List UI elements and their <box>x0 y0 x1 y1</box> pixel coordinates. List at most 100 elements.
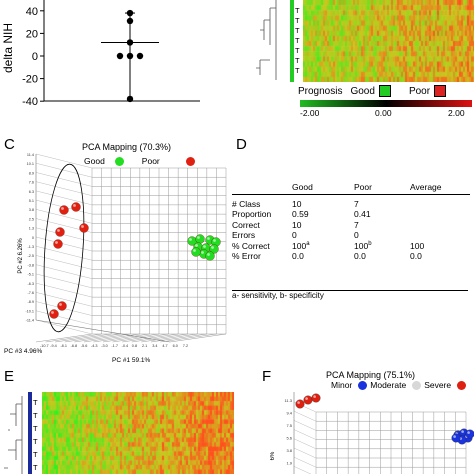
c-ytick-label: -10.1 <box>25 309 34 313</box>
panel-a-scatter: delta NIH 40 20 0 -20 -40 <box>1 0 200 108</box>
performance-table: Good Poor Average # Class 10 7 Proportion 0.… <box>232 180 470 262</box>
panel-b-class-bar <box>290 0 294 82</box>
legend-minor-label: Minor <box>331 380 353 390</box>
header-poor: Poor <box>354 181 372 192</box>
table-body: # Class 10 7 Proportion 0.59 0.41 Correct 10 7 Er… <box>232 199 470 262</box>
panel-b-heatmap <box>303 0 474 82</box>
table-cell: 100a <box>292 240 310 251</box>
panel-b-color-scale <box>300 100 472 107</box>
panel-e-class-bar <box>28 392 32 474</box>
good-point-highlight <box>189 238 192 241</box>
table-row: # Class 10 7 <box>232 199 470 210</box>
legend-minor-dot <box>457 380 467 390</box>
row-label: T <box>33 450 38 459</box>
row-label: T <box>33 411 38 420</box>
minor-point-highlight <box>313 395 316 398</box>
c-ytick-label: 5.1 <box>29 199 34 203</box>
row-label: T <box>33 424 38 433</box>
table-cell: Correct <box>232 219 260 230</box>
table-header-row: Good Poor Average <box>232 180 470 194</box>
side-grid-line <box>293 420 317 431</box>
moderate-point-highlight <box>467 431 470 434</box>
row-label: T <box>33 463 38 472</box>
good-point <box>205 251 215 261</box>
side-grid-line <box>35 227 93 243</box>
poor-point <box>53 239 63 249</box>
moderate-point <box>465 429 474 439</box>
side-grid-line <box>35 264 93 279</box>
legend-severe-dot <box>412 380 422 390</box>
good-point-highlight <box>203 245 206 248</box>
row-label: T <box>295 26 300 35</box>
floor-grid-line <box>160 333 217 343</box>
c-ytick-label: -2.5 <box>27 254 34 258</box>
panel-b-dendrogram <box>256 0 277 80</box>
c-xtick-label: -6.8 <box>71 344 78 348</box>
c-ytick-label: -7.6 <box>27 291 34 295</box>
legend-moderate-dot <box>358 380 368 390</box>
table-cell: Proportion <box>232 209 272 220</box>
legend-moderate-label: Moderate <box>370 380 407 390</box>
floor-grid-line <box>122 333 179 343</box>
c-ytick-label: 3.8 <box>29 208 34 212</box>
side-grid-line <box>35 209 93 224</box>
moderate-point-highlight <box>453 435 456 438</box>
poor-point-highlight <box>73 204 76 207</box>
floor-grid-line <box>35 333 93 343</box>
c-xtick-label: 6.0 <box>173 344 178 348</box>
row-label: T <box>295 66 300 75</box>
table-cell: 0.0 <box>354 251 366 262</box>
good-point-highlight <box>211 246 214 249</box>
row-label: T <box>295 6 300 15</box>
table-cell: # Class <box>232 198 261 209</box>
panel-e-dendrogram <box>4 396 23 474</box>
side-grid-line <box>35 181 93 196</box>
side-grid-line <box>293 410 317 422</box>
c-ytick-label: 10.1 <box>27 162 34 166</box>
panel-b-legend: Prognosis Good Poor <box>298 84 474 98</box>
row-label: T <box>33 398 38 407</box>
c-ytick-label: 8.9 <box>29 171 34 175</box>
c-ytick-label: 0 <box>32 236 34 240</box>
panel-a-points <box>101 9 159 103</box>
good-swatch <box>378 85 391 97</box>
panel-a-ytick-label: 0 <box>32 51 38 63</box>
floor-grid-line <box>169 333 227 343</box>
moderate-point-highlight <box>461 430 464 433</box>
row-label: T <box>295 36 300 45</box>
table-cell: 7 <box>354 198 359 209</box>
table-row: Correct 10 7 <box>232 220 470 231</box>
legend-poor-label: Poor <box>141 156 160 166</box>
side-grid-line <box>35 153 93 169</box>
table-cell: % Correct <box>232 240 270 251</box>
panel-f-ylabel: 6% <box>270 451 276 460</box>
table-rule <box>232 290 468 291</box>
side-grid-line <box>293 456 317 468</box>
good-point-highlight <box>201 251 204 254</box>
f-ytick-label: 5.6 <box>286 436 292 441</box>
poor-point-highlight <box>61 207 64 210</box>
side-grid-line <box>35 172 93 187</box>
poor-label: Poor <box>408 85 431 97</box>
row-label: T <box>295 56 300 65</box>
header-cell-empty <box>232 180 292 194</box>
panel-c-ticks: 11.4 10.1 8.9 7.6 6.3 5.1 3.8 2.5 1.3 0 -1.3 -2.5 -3… <box>25 153 188 348</box>
table-row: % Error 0.0 0.0 0.0 <box>232 251 470 262</box>
floor-grid-line <box>64 333 121 343</box>
good-point <box>191 247 201 257</box>
f-ytick-label: 11.3 <box>285 398 293 403</box>
c-xtick-label: -10.7 <box>40 344 49 348</box>
table-cell <box>410 220 470 231</box>
panel-f-pca-plot: 11.3 9.4 7.5 5.6 3.8 1.9 6% <box>270 392 474 474</box>
poor-point-highlight <box>57 229 60 232</box>
f-ytick-label: 1.9 <box>286 461 292 466</box>
panel-a-point <box>116 52 124 60</box>
table-cell: 0.0 <box>292 251 304 262</box>
good-label: Good <box>350 85 375 97</box>
panel-f-ticks: 11.3 9.4 7.5 5.6 3.8 1.9 <box>285 398 293 466</box>
panel-e-heatmap <box>42 392 234 474</box>
floor-grid-line <box>74 333 131 343</box>
table-cell: 0 <box>354 230 359 241</box>
table-cell: 0.41 <box>354 209 371 220</box>
